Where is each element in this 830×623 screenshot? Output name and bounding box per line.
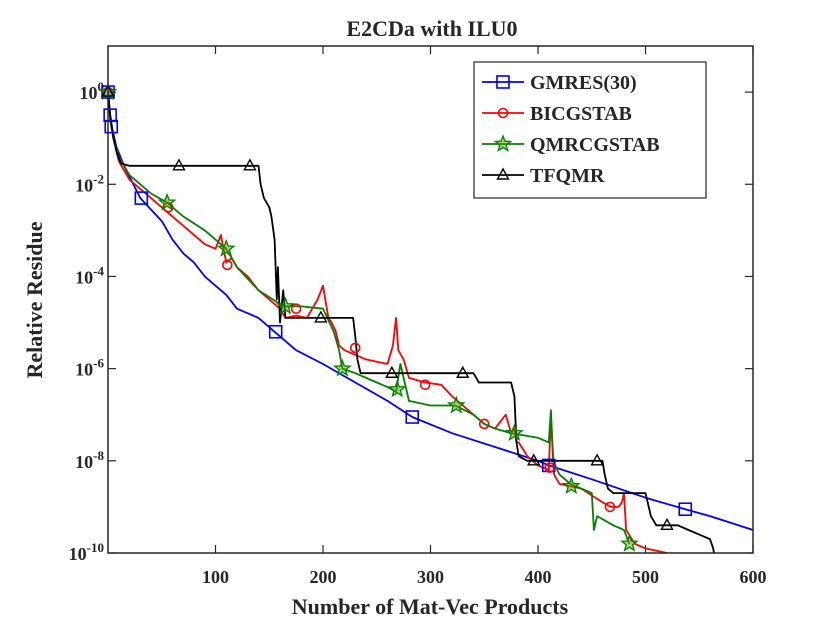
data-point-gmres-30 xyxy=(104,119,119,134)
data-point-gmres-30 xyxy=(268,324,283,339)
x-tick-label: 100 xyxy=(202,567,229,587)
data-point-gmres-30 xyxy=(134,191,149,205)
data-point-tfqmr xyxy=(660,517,674,531)
y-axis-label: Relative Residue xyxy=(22,221,47,378)
x-axis-label: Number of Mat-Vec Products xyxy=(292,594,569,619)
data-point-gmres-30 xyxy=(678,502,693,517)
x-tick-label: 500 xyxy=(632,567,659,587)
data-point-qmrcgstab xyxy=(446,395,466,414)
x-tick-label: 200 xyxy=(310,567,337,587)
plot-frame xyxy=(107,45,754,554)
y-tick-label: 100 xyxy=(80,79,105,103)
legend-marker-bicgstab xyxy=(497,107,509,119)
data-point-bicgstab xyxy=(544,462,556,474)
data-point-qmrcgstab xyxy=(504,423,524,442)
chart-title: E2CDa with ILU0 xyxy=(346,16,517,41)
y-tick-label: 10-4 xyxy=(75,263,104,287)
legend-marker-gmres-30 xyxy=(496,75,510,89)
legend-label-tfqmr: TFQMR xyxy=(530,165,605,187)
data-point-tfqmr xyxy=(590,453,604,466)
x-tick-label: 300 xyxy=(417,567,444,587)
series-line-tfqmr xyxy=(108,92,715,553)
data-point-qmrcgstab xyxy=(561,476,581,495)
legend: GMRES(30) BICGSTAB QMRCGSTAB TFQMR xyxy=(473,61,707,199)
y-tick-label: 10-2 xyxy=(75,171,104,195)
data-point-qmrcgstab xyxy=(157,192,177,211)
data-point-qmrcgstab xyxy=(276,296,295,315)
legend-marker-tfqmr xyxy=(496,167,510,180)
data-point-bicgstab xyxy=(604,501,616,513)
data-point-tfqmr xyxy=(314,310,328,323)
data-point-tfqmr xyxy=(385,365,399,378)
series-lines xyxy=(108,92,753,553)
x-tick-label: 400 xyxy=(525,567,552,587)
data-point-bicgstab xyxy=(222,259,233,271)
series-line-bicgstab xyxy=(108,92,669,553)
data-point-bicgstab xyxy=(349,342,361,354)
data-point-qmrcgstab xyxy=(332,358,352,377)
data-point-tfqmr xyxy=(243,158,257,171)
y-tick-label: 10-6 xyxy=(75,356,104,380)
y-tick-label: 10-10 xyxy=(69,540,104,564)
series-line-qmrcgstab xyxy=(108,92,631,545)
axis-ticks: 100 200 300 400 500 600 100 10-2 10-4 10-6 10-8 10-… xyxy=(69,46,767,587)
data-point-qmrcgstab xyxy=(620,533,639,552)
data-point-bicgstab xyxy=(478,418,490,430)
data-point-bicgstab xyxy=(290,303,302,315)
legend-label-gmres-30: GMRES(30) xyxy=(530,72,637,94)
data-point-tfqmr xyxy=(172,158,186,171)
legend-marker-qmrcgstab xyxy=(493,134,513,152)
data-point-tfqmr xyxy=(527,453,541,466)
data-point-bicgstab xyxy=(419,379,431,391)
x-tick-label: 600 xyxy=(740,567,767,587)
data-point-qmrcgstab xyxy=(387,379,407,398)
legend-label-bicgstab: BICGSTAB xyxy=(530,103,632,125)
legend-label-qmrcgstab: QMRCGSTAB xyxy=(530,134,660,156)
data-point-qmrcgstab xyxy=(216,238,236,257)
data-point-gmres-30 xyxy=(405,410,420,424)
y-tick-label: 10-8 xyxy=(75,448,104,472)
data-point-tfqmr xyxy=(456,365,470,378)
